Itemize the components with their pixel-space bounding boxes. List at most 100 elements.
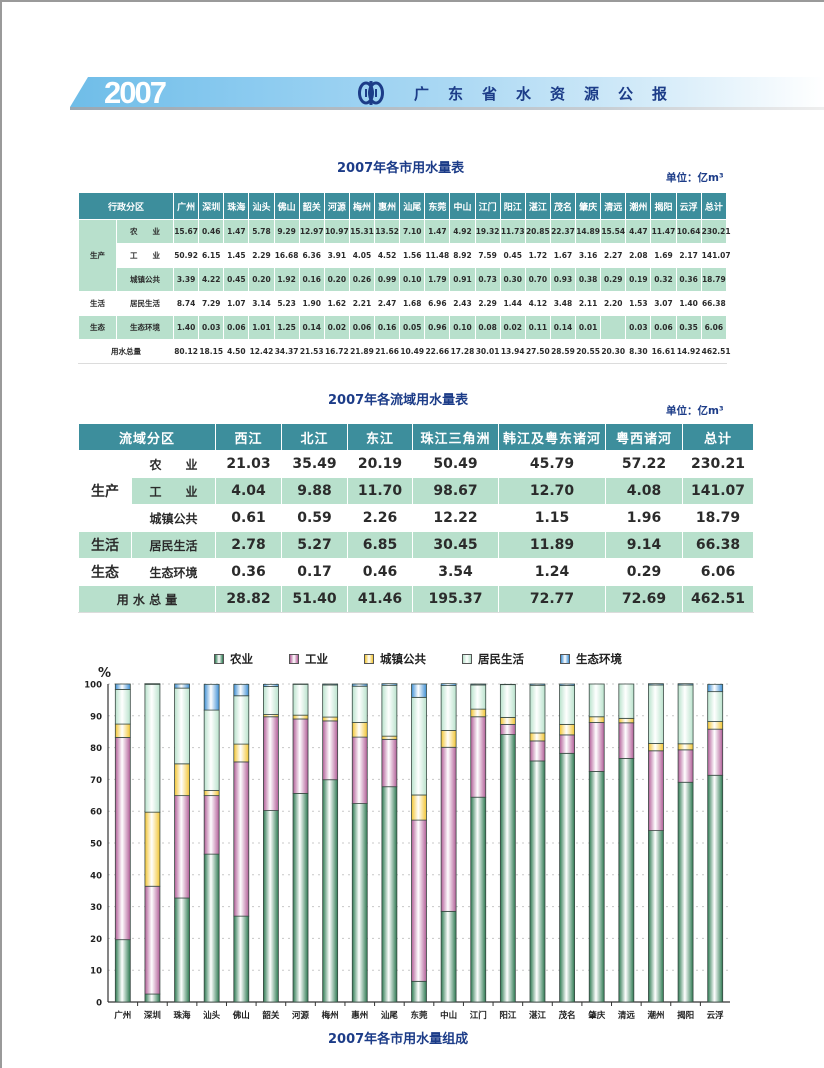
bar-segment: [322, 720, 339, 781]
table-cell: 3.14: [248, 291, 275, 316]
table-cell: 141.07: [700, 243, 731, 268]
legend-item: 生态环境: [560, 651, 622, 667]
table-cell: 2.17: [675, 243, 702, 268]
table-cell: 1.90: [298, 291, 325, 316]
table-cell: 16.68: [273, 243, 300, 268]
table-cell: 2.27: [600, 243, 627, 268]
y-tick-label: 0: [96, 999, 102, 1009]
bar-segment: [263, 686, 279, 715]
legend-label: 农业: [230, 652, 253, 666]
table-cell: 2.29: [474, 291, 501, 316]
table-cell: 0.36: [215, 558, 283, 586]
table-cell: 3.39: [173, 267, 200, 292]
table-cell: 0.96: [424, 315, 451, 340]
banner-year: 2007: [104, 75, 167, 110]
bar-segment: [648, 683, 664, 686]
table-cell: 5.23: [273, 291, 300, 316]
table-cell: 4.05: [348, 243, 376, 268]
x-tick-label: 惠州: [351, 1010, 368, 1021]
bar-segment: [707, 774, 724, 1003]
table-cell: 4.08: [605, 477, 684, 505]
y-tick-label: 50: [90, 840, 102, 850]
column-header: 珠海: [223, 192, 250, 220]
bar-segment: [618, 717, 635, 724]
row-group-label: 生产: [78, 450, 132, 532]
table-cell: 0.45: [223, 267, 250, 292]
table-cell: 4.04: [215, 477, 283, 505]
total-cell: 18.15: [198, 339, 225, 364]
x-tick-label: 湛江: [529, 1010, 547, 1021]
column-header: 肇庆: [575, 192, 602, 220]
legend-item: 农业: [214, 651, 253, 667]
table-cell: [600, 315, 627, 340]
row-label: 工 业: [115, 243, 175, 268]
table-row: 城镇公共 3.39 4.22 0.45 0.20 1.92 0.16 0.20 0.26 0.99…: [79, 267, 728, 292]
table-cell: 0.03: [198, 315, 225, 340]
bar-segment: [499, 684, 516, 718]
total-cell: 16.72: [323, 339, 350, 364]
bar-segment: [351, 803, 368, 1003]
bar-segment: [470, 684, 487, 710]
table-cell: 4.92: [449, 219, 476, 244]
column-header: 江门: [474, 192, 501, 220]
legend-item: 工业: [289, 651, 328, 667]
banner-background: [70, 77, 824, 107]
table-cell: 1.68: [399, 291, 426, 316]
table-row: 生活 居民生活 8.74 7.29 1.07 3.14 5.23 1.90 1.62 2.21 2.…: [78, 291, 728, 316]
table-cell: 0.59: [281, 504, 349, 532]
total-row-label: 用水总量: [77, 339, 175, 364]
bar-segment: [322, 779, 339, 1003]
bar-segment: [233, 695, 250, 745]
table2-caption: 2007年各流域用水量表: [328, 393, 469, 408]
water-resources-logo-icon: [358, 81, 384, 105]
bar-segment: [411, 683, 427, 698]
table-cell: 0.17: [281, 558, 349, 586]
bar-segment: [559, 685, 575, 725]
bar-segment: [114, 939, 131, 1003]
table-cell: 6.06: [700, 315, 728, 340]
table-cell: 15.54: [600, 219, 627, 244]
table-cell: 12.70: [498, 477, 607, 505]
total-cell: 14.92: [675, 339, 702, 364]
bar-segment: [411, 980, 427, 1003]
table-cell: 141.07: [682, 477, 755, 505]
table-cell: 1.44: [499, 291, 526, 316]
total-cell: 41.46: [347, 585, 414, 613]
y-tick-label: 40: [90, 871, 102, 881]
bar-segment: [351, 683, 368, 687]
table-cell: 0.26: [348, 267, 376, 292]
bar-segment: [529, 684, 546, 734]
table-cell: 1.62: [323, 291, 350, 316]
city-water-use-table: 行政分区 广州 深圳 珠海 汕头 佛山 韶关 河源 梅州 惠州 汕尾 东莞 中山 江门 阳江 湛江 茂名 肇庆清…: [77, 192, 731, 364]
bar-segment: [677, 684, 694, 745]
bar-segment: [203, 790, 220, 797]
table-cell: 1.79: [424, 267, 451, 292]
bar-segment: [144, 993, 161, 1003]
y-tick-label: 60: [90, 808, 102, 818]
x-tick-label: 茂名: [558, 1010, 576, 1021]
table1-corner-header: 行政分区: [77, 192, 175, 220]
table-cell: 11.47: [650, 219, 677, 244]
table-cell: 230.21: [700, 219, 731, 244]
legend-label: 城镇公共: [380, 652, 426, 666]
column-header: 梅州: [348, 192, 376, 220]
bar-segment: [292, 714, 309, 720]
column-header: 汕头: [248, 192, 275, 220]
bar-segment: [618, 758, 635, 1003]
table-cell: 4.52: [374, 243, 401, 268]
table-cell: 6.96: [424, 291, 451, 316]
column-header: 韶关: [298, 192, 325, 220]
table-cell: 1.01: [248, 315, 275, 340]
bar-segment: [440, 683, 457, 686]
table2-unit: 单位：亿m³: [666, 405, 724, 417]
total-cell: 8.30: [625, 339, 652, 364]
column-header: 北江: [281, 423, 349, 451]
bar-segment: [677, 683, 694, 686]
bar-segment: [588, 683, 605, 718]
bar-segment: [529, 760, 546, 1003]
table-cell: 11.89: [498, 531, 607, 559]
row-label: 农 业: [115, 219, 175, 244]
table-cell: 6.85: [347, 531, 414, 559]
column-header: 西江: [215, 423, 283, 451]
row-label: 生态环境: [115, 315, 175, 340]
